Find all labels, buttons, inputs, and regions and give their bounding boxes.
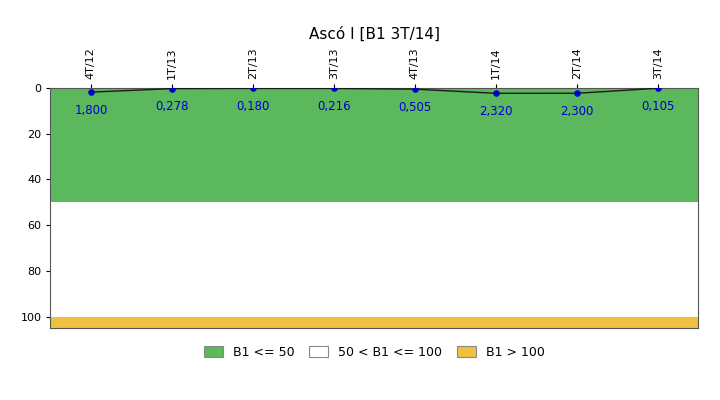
- Bar: [50, 88, 698, 202]
- Text: 2,320: 2,320: [479, 105, 513, 118]
- Point: [409, 86, 420, 92]
- Text: 0,216: 0,216: [317, 100, 351, 113]
- Text: 1,800: 1,800: [74, 104, 107, 116]
- Text: 2,300: 2,300: [560, 105, 593, 118]
- Text: 0,505: 0,505: [398, 100, 431, 114]
- Text: 0,105: 0,105: [642, 100, 675, 113]
- Bar: [50, 316, 698, 328]
- Point: [85, 89, 96, 95]
- Point: [571, 90, 582, 96]
- Text: 0,278: 0,278: [155, 100, 189, 113]
- Point: [166, 86, 178, 92]
- Point: [247, 85, 258, 92]
- Point: [328, 85, 340, 92]
- Text: 0,180: 0,180: [236, 100, 269, 113]
- Bar: [50, 202, 698, 316]
- Title: Ascó I [B1 3T/14]: Ascó I [B1 3T/14]: [309, 27, 440, 42]
- Point: [490, 90, 502, 96]
- Legend: B1 <= 50, 50 < B1 <= 100, B1 > 100: B1 <= 50, 50 < B1 <= 100, B1 > 100: [198, 340, 551, 365]
- Point: [652, 85, 664, 92]
